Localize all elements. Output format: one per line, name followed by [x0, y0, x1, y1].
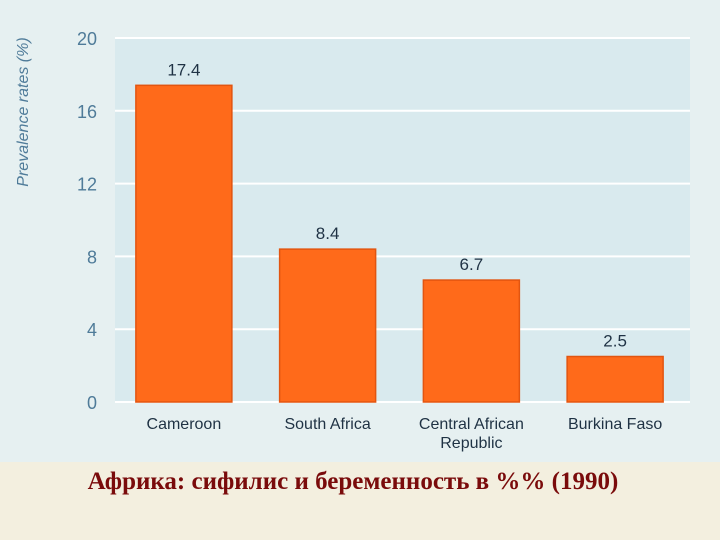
- x-tick-label: Central African: [419, 416, 524, 433]
- bar: [566, 355, 664, 403]
- bar-chart: 0 4 8 12 16 20 17.4 Cameroon 8.4 South Africa 6.7 C…: [77, 29, 690, 452]
- data-label: 8.4: [316, 224, 340, 243]
- bar: [278, 248, 377, 403]
- data-label: 17.4: [167, 60, 200, 79]
- bar: [422, 279, 521, 403]
- chart-panel: 0 4 8 12 16 20 17.4 Cameroon 8.4 South Africa 6.7 C…: [0, 0, 720, 462]
- x-tick-label: South Africa: [284, 416, 370, 433]
- slide-caption: Африка: сифилис и беременность в %% (199…: [87, 468, 619, 495]
- y-tick-label: 4: [87, 320, 97, 340]
- bar: [135, 84, 233, 403]
- x-tick-label: Republic: [440, 435, 502, 452]
- y-tick-label: 16: [77, 102, 97, 122]
- y-tick-label: 8: [87, 247, 97, 267]
- y-tick-label: 20: [77, 29, 97, 49]
- y-tick-label: 0: [87, 393, 97, 413]
- y-tick-label: 12: [77, 175, 97, 195]
- data-label: 2.5: [603, 332, 627, 351]
- x-tick-label: Cameroon: [147, 416, 222, 433]
- y-axis-label: Prevalence rates (%): [15, 37, 32, 187]
- x-tick-label: Burkina Faso: [568, 416, 662, 433]
- data-label: 6.7: [460, 255, 484, 274]
